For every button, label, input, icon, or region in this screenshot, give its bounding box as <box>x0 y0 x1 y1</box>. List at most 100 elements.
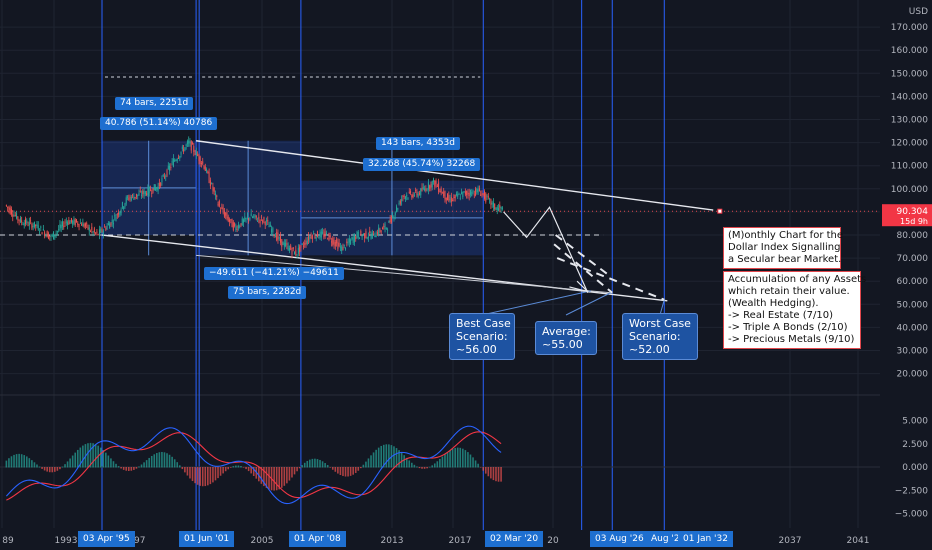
macd-histogram-bar <box>449 450 451 468</box>
candle-body <box>385 227 387 229</box>
candle-body <box>104 226 106 228</box>
candle-body <box>217 204 219 206</box>
candle-body <box>35 224 37 227</box>
candle-body <box>162 174 164 177</box>
candle-body <box>5 205 7 207</box>
candle-body <box>348 238 350 243</box>
candle-body <box>109 223 111 229</box>
candle-body <box>311 235 313 239</box>
macd-histogram-bar <box>329 467 332 468</box>
candle-body <box>376 232 378 235</box>
measure-bars-3: 75 bars, 2282d <box>228 286 307 299</box>
candle-body <box>277 232 279 240</box>
candle-body <box>398 203 400 205</box>
macd-histogram-bar <box>110 458 112 468</box>
macd-histogram-bar <box>115 463 117 468</box>
macd-histogram-bar <box>398 450 400 468</box>
macd-histogram-bar <box>370 455 372 468</box>
macd-histogram-bar <box>375 449 377 468</box>
candle-body <box>296 254 298 256</box>
macd-histogram-bar <box>472 457 474 468</box>
candle-body <box>125 197 127 204</box>
macd-histogram-bar <box>319 459 321 468</box>
macd-tick-label: −2.500 <box>895 486 929 496</box>
macd-histogram-bar <box>380 445 383 468</box>
candle-body <box>302 245 304 247</box>
candle-body <box>241 218 243 226</box>
candle-body <box>132 194 134 196</box>
candle-body <box>155 187 157 191</box>
candle-body <box>452 200 454 202</box>
candle-body <box>313 233 315 235</box>
macd-histogram-bar <box>500 467 502 482</box>
candle-body <box>449 199 451 201</box>
macd-histogram-bar <box>444 454 446 468</box>
candle-body <box>255 215 257 218</box>
callout-pointer <box>481 290 591 316</box>
candle-body <box>171 161 173 163</box>
macd-histogram-bar <box>247 467 250 472</box>
candle-body <box>23 223 25 226</box>
macd-histogram-bar <box>298 467 301 469</box>
macd-histogram-bar <box>421 467 423 469</box>
macd-histogram-bar <box>484 467 487 474</box>
candle-body <box>249 217 251 220</box>
candle-body <box>141 194 143 196</box>
macd-panel <box>0 425 880 505</box>
candle-body <box>438 182 440 192</box>
candle-body <box>421 187 423 191</box>
candle-body <box>106 225 108 229</box>
candle-body <box>239 226 241 228</box>
candle-body <box>417 193 419 197</box>
candle-body <box>189 141 191 144</box>
macd-histogram-bar <box>140 464 143 468</box>
candle-body <box>244 216 246 222</box>
candle-body <box>251 216 253 218</box>
candle-body <box>258 216 260 220</box>
macd-histogram-bar <box>196 467 199 485</box>
candle-body <box>342 246 344 251</box>
candle-body <box>367 236 369 238</box>
candle-body <box>466 190 468 196</box>
candle-body <box>424 188 426 191</box>
macd-histogram-bar <box>388 444 390 468</box>
macd-histogram-bar <box>439 458 441 468</box>
candle-body <box>105 228 107 230</box>
candle-body <box>263 217 265 220</box>
macd-histogram-bar <box>145 460 148 468</box>
candle-body <box>7 206 9 208</box>
macd-histogram-bar <box>48 467 51 473</box>
candle-body <box>41 232 43 235</box>
candle-body <box>283 242 285 247</box>
candle-body <box>98 229 100 235</box>
macd-histogram-bar <box>474 460 477 468</box>
candle-body <box>338 242 340 247</box>
candle-body <box>384 223 386 230</box>
macd-histogram-bar <box>166 453 168 468</box>
candle-body <box>327 238 329 240</box>
candle-body <box>65 221 67 223</box>
candle-body <box>378 227 380 235</box>
candle-body <box>55 232 57 234</box>
candle-body <box>70 218 72 222</box>
candle-body <box>422 187 424 189</box>
candle-body <box>292 247 294 250</box>
price-tick-label: 40.000 <box>897 323 929 333</box>
macd-histogram-bar <box>408 460 411 468</box>
macd-histogram-bar <box>66 461 69 468</box>
macd-histogram-bar <box>393 446 395 468</box>
measure-range-3: −49.611 (−41.21%) −49611 <box>204 267 344 280</box>
macd-histogram-bar <box>153 454 156 468</box>
macd-histogram-bar <box>365 461 367 468</box>
candle-body <box>227 216 229 222</box>
candle-body <box>243 219 245 223</box>
time-tick-label: 2005 <box>251 536 274 546</box>
candle-body <box>174 160 176 162</box>
candle-body <box>324 231 326 237</box>
candle-body <box>64 222 66 224</box>
candle-body <box>144 191 146 195</box>
candle-body <box>268 226 270 228</box>
candle-body <box>278 237 280 239</box>
candle-body <box>392 215 394 217</box>
candle-body <box>78 224 80 227</box>
